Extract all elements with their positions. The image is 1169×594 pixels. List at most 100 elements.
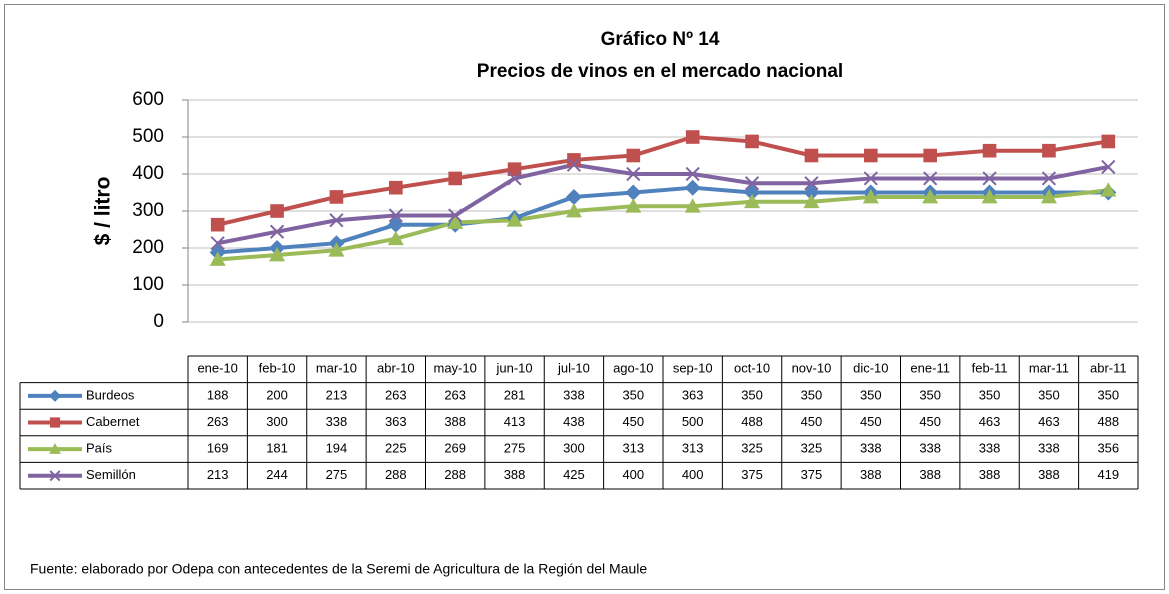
chart-border (4, 4, 1165, 590)
data-point (387, 230, 404, 246)
table-value: 313 (682, 441, 704, 456)
table-value: 419 (1097, 467, 1119, 482)
data-point (389, 180, 403, 195)
table-value: 350 (741, 387, 763, 402)
source-note: Fuente: elaborado por Odepa con antecede… (30, 561, 647, 577)
table-value: 275 (326, 467, 348, 482)
data-point (1042, 143, 1056, 158)
table-value: 375 (801, 467, 823, 482)
table-value: 388 (504, 467, 526, 482)
data-point (328, 242, 345, 257)
table-value: 213 (207, 467, 229, 482)
data-point (625, 198, 642, 213)
data-point (923, 171, 938, 186)
data-point (981, 188, 998, 204)
table-value: 350 (979, 387, 1001, 402)
data-point (565, 203, 582, 218)
x-tick-label: sep-10 (673, 361, 713, 376)
data-point (566, 157, 582, 172)
y-tick-label: 500 (132, 126, 164, 147)
legend-label: Burdeos (86, 387, 135, 402)
table-value: 375 (741, 467, 763, 482)
data-point (804, 176, 819, 191)
data-point (745, 134, 759, 149)
table-value: 288 (385, 467, 407, 482)
table-value: 438 (563, 414, 585, 429)
table-value: 388 (860, 467, 882, 482)
x-tick-label: jul-10 (557, 361, 590, 376)
data-point (565, 188, 582, 205)
data-point (744, 176, 760, 191)
x-tick-label: feb-11 (972, 361, 1008, 376)
x-tick-label: feb-10 (259, 361, 296, 376)
y-tick-label: 600 (132, 89, 164, 110)
x-tick-label: oct-10 (734, 361, 770, 376)
y-tick-label: 200 (132, 237, 164, 258)
table-value: 388 (919, 467, 941, 482)
x-tick-label: abr-11 (1090, 361, 1127, 376)
data-point (448, 171, 462, 186)
legend-marker (49, 389, 61, 402)
table-value: 350 (860, 387, 882, 402)
table-value: 400 (622, 467, 644, 482)
table-value: 450 (801, 414, 823, 429)
table-value: 363 (385, 414, 407, 429)
table-value: 181 (266, 441, 288, 456)
legend-label: Cabernet (86, 414, 140, 429)
table-value: 338 (326, 414, 348, 429)
data-point (862, 188, 879, 204)
x-tick-label: ene-11 (910, 361, 950, 376)
table-value: 263 (207, 414, 229, 429)
data-point (567, 153, 581, 167)
data-point (506, 212, 523, 227)
table-value: 350 (1038, 387, 1060, 402)
data-point (209, 251, 226, 266)
x-tick-label: ago-10 (613, 361, 653, 376)
data-point (329, 213, 344, 228)
data-point (210, 217, 225, 232)
table-value: 463 (979, 414, 1001, 429)
data-point (804, 148, 819, 163)
table-value: 450 (622, 414, 644, 429)
data-point (982, 143, 997, 158)
table-value: 356 (1097, 441, 1119, 456)
table-value: 338 (919, 441, 941, 456)
legend-label: Semillón (86, 467, 136, 482)
table-value: 325 (741, 441, 763, 456)
table-value: 263 (385, 387, 407, 402)
data-point (626, 148, 641, 163)
table-value: 388 (979, 467, 1001, 482)
data-point (626, 166, 641, 182)
table-value: 300 (563, 441, 585, 456)
data-point (507, 162, 522, 176)
data-point (684, 179, 701, 196)
data-point (1101, 134, 1116, 149)
table-value: 388 (444, 414, 466, 429)
table-value: 463 (1038, 414, 1060, 429)
table-value: 350 (801, 387, 823, 402)
table-value: 194 (326, 441, 348, 456)
data-point (1041, 171, 1057, 186)
y-tick-label: 400 (132, 163, 164, 184)
table-value: 413 (504, 414, 526, 429)
table-value: 338 (1038, 441, 1060, 456)
data-point (923, 148, 937, 163)
data-point (922, 188, 939, 204)
data-point (744, 193, 761, 209)
chart-title: Gráfico Nº 14 (601, 29, 720, 50)
x-tick-label: mar-10 (316, 361, 357, 376)
data-point (803, 193, 820, 209)
legend-label: País (86, 441, 113, 456)
x-tick-label: may-10 (434, 361, 477, 376)
data-point (329, 190, 344, 204)
data-point (684, 198, 701, 213)
table-value: 244 (266, 467, 288, 482)
y-tick-label: 300 (132, 200, 164, 221)
x-tick-label: mar-11 (1029, 361, 1069, 376)
legend-marker (49, 443, 61, 454)
data-point (864, 148, 878, 163)
x-tick-label: nov-10 (792, 361, 832, 376)
table-value: 269 (444, 441, 466, 456)
table-value: 313 (622, 441, 644, 456)
